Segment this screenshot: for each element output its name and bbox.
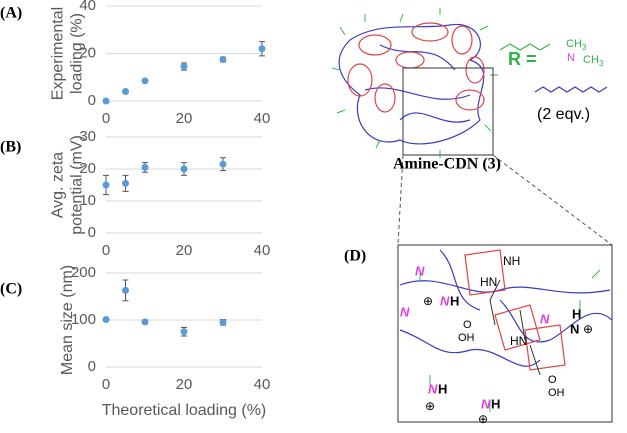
h: H [438, 381, 447, 396]
y-tick-label: 0 [88, 358, 96, 375]
panel-label: (C) [0, 281, 22, 298]
diagram-labels: R = N CH 3 CH 3 (2 eqv.) Amine-CDN (3) (… [344, 38, 604, 426]
x-axis-label: Theoretical loading (%) [102, 402, 267, 419]
ch3-sub: 3 [599, 59, 604, 68]
amine-n: N [415, 263, 425, 278]
y-tick-label: 20 [79, 44, 96, 61]
ch3: CH [583, 54, 599, 66]
point [219, 160, 227, 168]
n-label: N [567, 52, 575, 64]
y-axis-label: loading (%) [69, 13, 86, 94]
h: H [572, 306, 581, 321]
x-tick-label: 20 [176, 110, 193, 127]
atom-label: O [548, 374, 557, 386]
x-tick-label: 0 [102, 242, 110, 259]
atom-label: O [463, 319, 472, 331]
material-name: Amine-CDN (3) [393, 156, 501, 173]
x-tick-label: 0 [102, 110, 110, 127]
point [219, 318, 227, 326]
y-axis-label: Avg. zeta [50, 152, 67, 219]
point [122, 179, 129, 187]
eqv: (2 eqv.) [537, 106, 590, 123]
h: H [450, 293, 459, 308]
panel-label: (B) [0, 139, 21, 156]
amine-n: N [570, 321, 579, 336]
point [141, 318, 149, 326]
point [102, 316, 110, 324]
x-tick-label: 40 [254, 376, 271, 393]
point [141, 77, 149, 85]
point [180, 328, 188, 336]
point [102, 181, 110, 189]
plus: ⊕ [583, 322, 593, 336]
y-tick-label: 0 [88, 92, 96, 109]
x-tick-label: 20 [176, 242, 193, 259]
panel-label: (A) [0, 5, 22, 22]
amine-n: N [481, 396, 491, 411]
y-tick-label: 10 [79, 192, 96, 209]
plus: ⊕ [478, 412, 488, 426]
y-axis-label: potential (mV) [69, 135, 86, 235]
x-tick-label: 20 [176, 376, 193, 393]
y-axis-label: Experimental [50, 7, 67, 100]
point [102, 97, 110, 105]
ch3: CH [566, 38, 582, 50]
point [219, 55, 227, 63]
y-tick-label: 40 [79, 0, 96, 14]
x-tick-label: 0 [102, 376, 110, 393]
r-label: R = [508, 49, 537, 69]
point [122, 88, 129, 95]
ch3-sub: 3 [582, 43, 587, 52]
atom-label: NH [503, 254, 520, 268]
point [258, 45, 266, 53]
y-axis-label: Mean size (nm) [59, 265, 76, 375]
diagram [331, 8, 613, 423]
h: H [491, 396, 500, 411]
x-tick-label: 40 [254, 242, 271, 259]
y-tick-label: 200 [71, 264, 96, 281]
point [180, 165, 188, 173]
x-tick-label: 40 [254, 110, 271, 127]
amine-n: N [440, 293, 450, 308]
atom-label: HN [480, 275, 497, 289]
y-tick-label: 100 [71, 311, 96, 328]
point [122, 286, 129, 294]
atom-label: OH [548, 387, 565, 399]
plus: ⊕ [423, 294, 433, 308]
plus: ⊕ [425, 399, 435, 413]
amine-n: N [540, 311, 550, 326]
amine-n: N [428, 381, 438, 396]
amine-n: N [400, 304, 410, 319]
y-tick-label: 0 [88, 224, 96, 241]
y-tick-label: 30 [79, 128, 96, 145]
point [180, 63, 188, 71]
y-tick-label: 20 [79, 160, 96, 177]
panel-label: (D) [344, 248, 366, 265]
atom-label: HN [510, 334, 527, 348]
atom-label: OH [458, 332, 475, 344]
point [141, 163, 149, 171]
